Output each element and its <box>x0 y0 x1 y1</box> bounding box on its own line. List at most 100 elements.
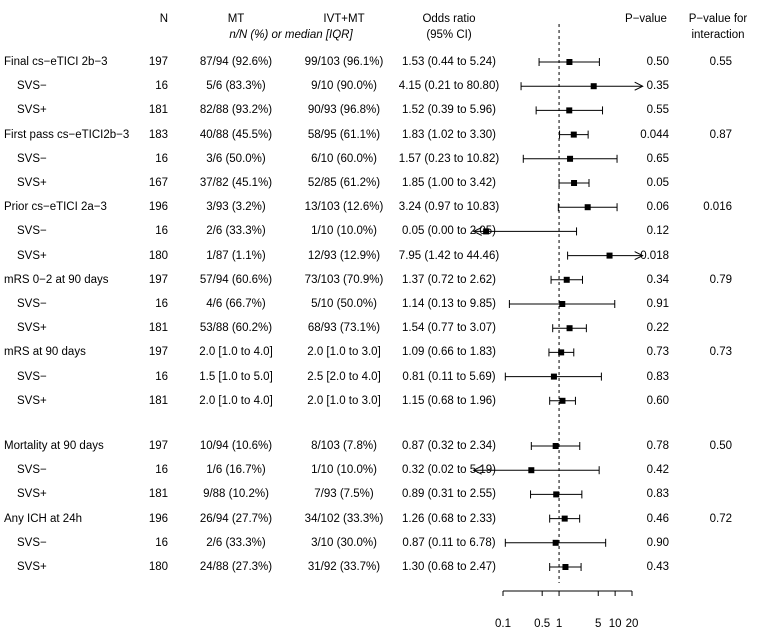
row-n: 16 <box>155 370 168 383</box>
row-ivt-mt: 31/92 (33.7%) <box>307 561 381 573</box>
row-label: SVS− <box>17 370 47 383</box>
row-n: 196 <box>148 201 168 214</box>
row-label: SVS+ <box>17 249 47 262</box>
row-mt: 9/88 (10.2%) <box>203 488 269 501</box>
row-n: 180 <box>148 561 168 573</box>
row-n: 197 <box>148 440 168 452</box>
header-n: N <box>159 13 168 25</box>
row-label: Prior cs−eTICI 2a−3 <box>4 201 107 214</box>
row-odds-ratio: 1.85 (1.00 to 3.42) <box>402 177 496 189</box>
row-odds-ratio: 0.87 (0.11 to 6.78) <box>402 536 496 549</box>
header-mt: MT <box>227 13 245 25</box>
row-mt: 3/93 (3.2%) <box>206 201 266 214</box>
row-ivt-mt: 73/103 (70.9%) <box>304 273 384 286</box>
point-estimate <box>566 59 573 65</box>
row-n: 197 <box>148 273 168 286</box>
row-pvalue-interaction: 0.73 <box>709 346 732 359</box>
row-odds-ratio: 3.24 (0.97 to 10.83) <box>398 201 500 214</box>
row-odds-ratio: 1.53 (0.44 to 5.24) <box>402 56 496 68</box>
row-ivt-mt: 34/102 (33.3%) <box>304 512 384 525</box>
row-mt: 40/88 (45.5%) <box>199 128 273 141</box>
point-estimate <box>558 349 565 356</box>
point-estimate <box>566 107 573 114</box>
header-pvalue: P−value <box>625 13 667 25</box>
ci-arrow-right <box>634 251 644 261</box>
row-mt: 37/82 (45.1%) <box>199 177 273 189</box>
row-n: 196 <box>148 512 168 525</box>
row-odds-ratio: 1.52 (0.39 to 5.96) <box>402 104 496 117</box>
row-ivt-mt: 52/85 (61.2%) <box>307 177 381 189</box>
point-estimate <box>590 83 597 90</box>
row-odds-ratio: 1.57 (0.23 to 10.82) <box>398 152 500 165</box>
row-odds-ratio: 4.15 (0.21 to 80.80) <box>398 80 500 93</box>
x-tick-label: 10 <box>609 618 622 630</box>
row-ivt-mt: 6/10 (60.0%) <box>311 152 377 165</box>
x-tick-label: 0.5 <box>534 618 550 630</box>
row-mt: 2.0 [1.0 to 4.0] <box>199 346 273 359</box>
row-pvalue: 0.83 <box>646 488 669 501</box>
x-tick-label: 1 <box>556 618 562 630</box>
point-estimate <box>567 155 574 162</box>
row-odds-ratio: 7.95 (1.42 to 44.46) <box>398 249 500 262</box>
row-mt: 1/6 (16.7%) <box>206 464 266 477</box>
row-n: 16 <box>155 80 168 93</box>
row-pvalue: 0.22 <box>646 322 669 335</box>
ci-arrow-right <box>634 81 644 91</box>
row-pvalue: 0.42 <box>646 464 669 477</box>
row-odds-ratio: 1.14 (0.13 to 9.85) <box>402 298 496 310</box>
row-label: mRS at 90 days <box>4 346 86 359</box>
point-estimate <box>550 373 557 380</box>
row-pvalue: 0.55 <box>646 104 669 117</box>
point-estimate <box>584 204 591 211</box>
row-ivt-mt: 8/103 (7.8%) <box>311 440 377 452</box>
row-ivt-mt: 68/93 (73.1%) <box>307 322 381 335</box>
point-estimate <box>559 397 566 404</box>
row-mt: 2/6 (33.3%) <box>206 225 266 238</box>
row-ivt-mt: 9/10 (90.0%) <box>311 80 377 93</box>
row-pvalue: 0.78 <box>646 440 669 452</box>
row-n: 16 <box>155 152 168 165</box>
header-subheader: n/N (%) or median [IQR] <box>229 29 353 41</box>
row-n: 167 <box>148 177 168 189</box>
row-pvalue-interaction: 0.50 <box>709 440 732 452</box>
row-mt: 2/6 (33.3%) <box>206 536 266 549</box>
row-n: 183 <box>148 128 168 141</box>
row-mt: 4/6 (66.7%) <box>206 298 266 310</box>
row-pvalue: 0.91 <box>646 298 669 310</box>
row-label: SVS+ <box>17 394 47 407</box>
row-pvalue-interaction: 0.016 <box>703 201 732 214</box>
row-label: SVS+ <box>17 561 47 573</box>
row-pvalue: 0.65 <box>646 152 669 165</box>
row-n: 16 <box>155 536 168 549</box>
row-n: 180 <box>148 249 168 262</box>
x-tick-label: 20 <box>626 618 639 630</box>
row-n: 197 <box>148 346 168 359</box>
row-odds-ratio: 1.54 (0.77 to 3.07) <box>402 322 496 335</box>
row-pvalue: 0.50 <box>646 56 669 68</box>
row-pvalue: 0.05 <box>646 177 669 189</box>
row-label: SVS− <box>17 80 47 93</box>
row-pvalue: 0.83 <box>646 370 669 383</box>
row-label: SVS− <box>17 464 47 477</box>
row-ivt-mt: 13/103 (12.6%) <box>304 201 384 214</box>
row-label: SVS− <box>17 225 47 238</box>
row-odds-ratio: 0.89 (0.31 to 2.55) <box>402 488 496 501</box>
row-mt: 82/88 (93.2%) <box>199 104 273 117</box>
row-pvalue: 0.35 <box>646 80 669 93</box>
row-odds-ratio: 1.30 (0.68 to 2.47) <box>402 561 496 573</box>
point-estimate <box>559 301 566 307</box>
point-estimate <box>552 539 559 546</box>
point-estimate <box>566 325 573 332</box>
row-mt: 24/88 (27.3%) <box>199 561 273 573</box>
row-odds-ratio: 0.05 (0.00 to 2.05) <box>402 225 496 238</box>
row-odds-ratio: 1.09 (0.66 to 1.83) <box>402 346 496 359</box>
row-pvalue: 0.46 <box>646 512 669 525</box>
row-label: SVS+ <box>17 488 47 501</box>
row-odds-ratio: 0.81 (0.11 to 5.69) <box>402 370 496 383</box>
row-mt: 57/94 (60.6%) <box>199 273 273 286</box>
row-pvalue: 0.34 <box>646 273 669 286</box>
row-pvalue: 0.018 <box>640 249 669 262</box>
row-odds-ratio: 1.26 (0.68 to 2.33) <box>402 512 496 525</box>
row-label: Final cs−eTICI 2b−3 <box>4 56 108 68</box>
